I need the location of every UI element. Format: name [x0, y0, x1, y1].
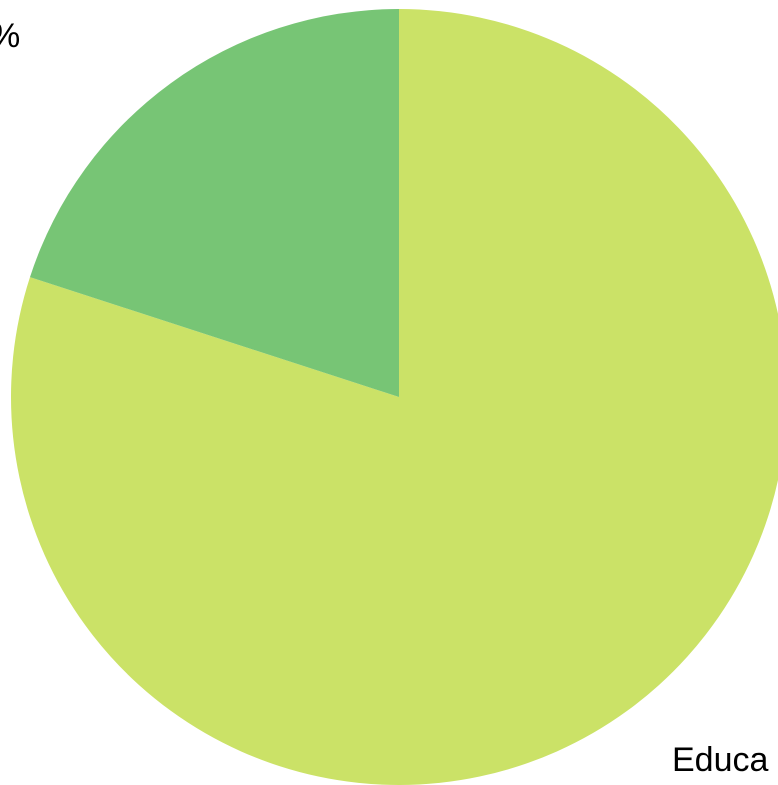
pie-slice-0 — [11, 9, 778, 785]
slice-label-1: % — [0, 17, 20, 55]
slice-label-0: Educa — [672, 741, 768, 779]
pie-slices — [11, 9, 778, 785]
pie-slice-1 — [29, 9, 400, 397]
pie-labels: Educa% — [0, 17, 768, 779]
